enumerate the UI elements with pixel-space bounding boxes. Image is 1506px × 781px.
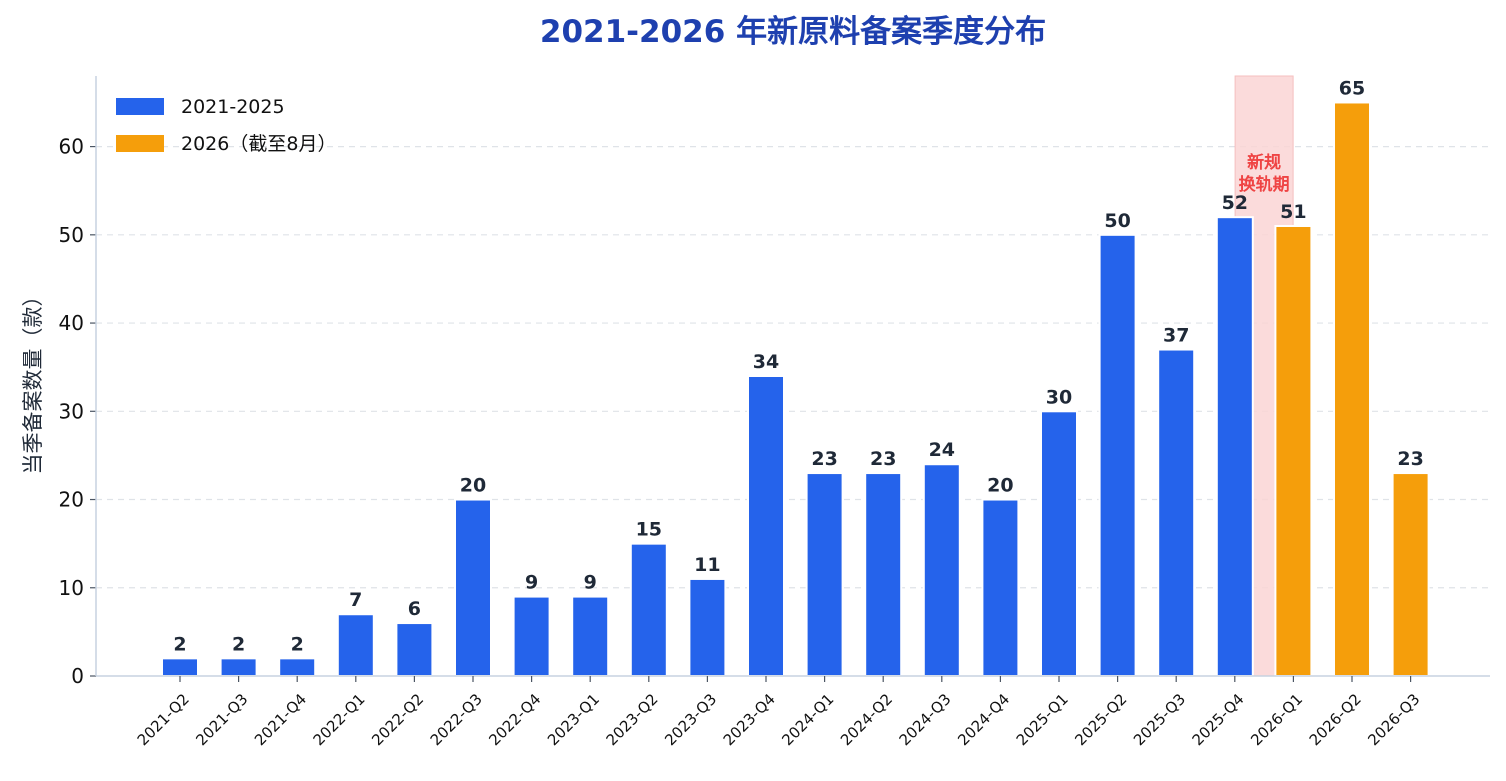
legend-label: 2026（截至8月） bbox=[181, 133, 336, 155]
x-tick-label: 2021-Q3 bbox=[192, 690, 251, 749]
y-tick-label: 20 bbox=[59, 488, 84, 512]
grid-lines bbox=[96, 145, 1490, 589]
value-label: 2 bbox=[291, 633, 304, 655]
bar bbox=[864, 472, 903, 678]
bars bbox=[161, 101, 1430, 678]
value-label: 23 bbox=[811, 448, 837, 470]
value-label: 2 bbox=[232, 633, 245, 655]
value-label: 65 bbox=[1339, 77, 1365, 99]
bar bbox=[629, 542, 668, 677]
value-label: 15 bbox=[636, 519, 662, 541]
value-label: 50 bbox=[1104, 210, 1130, 232]
x-tick-label: 2021-Q2 bbox=[134, 690, 193, 749]
x-tick-label: 2022-Q1 bbox=[310, 690, 369, 749]
y-tick-label: 60 bbox=[59, 135, 84, 159]
bar bbox=[1391, 472, 1430, 678]
x-tick-label: 2023-Q1 bbox=[544, 690, 603, 749]
legend-label: 2021-2025 bbox=[181, 96, 285, 118]
y-tick-label: 40 bbox=[59, 311, 84, 335]
value-label: 7 bbox=[349, 589, 362, 611]
annotation-label: 换轨期 bbox=[1239, 174, 1290, 195]
value-label: 23 bbox=[1397, 448, 1423, 470]
value-label: 11 bbox=[694, 554, 720, 576]
x-tick-label: 2022-Q4 bbox=[485, 690, 544, 749]
value-label: 23 bbox=[870, 448, 896, 470]
x-tick-label: 2023-Q4 bbox=[720, 690, 779, 749]
y-axis-label: 当季备案数量（款） bbox=[21, 286, 45, 475]
legend-swatch bbox=[116, 135, 164, 152]
value-label: 2 bbox=[173, 633, 186, 655]
x-tick-label: 2026-Q3 bbox=[1364, 690, 1423, 749]
value-label: 51 bbox=[1280, 201, 1306, 223]
bar bbox=[805, 472, 844, 678]
bar bbox=[1040, 410, 1078, 677]
bar bbox=[454, 498, 492, 677]
value-label: 9 bbox=[525, 572, 538, 594]
legend-swatch bbox=[116, 98, 164, 115]
y-tick-label: 30 bbox=[59, 399, 84, 423]
x-tick-label: 2025-Q1 bbox=[1013, 690, 1072, 749]
value-label: 30 bbox=[1046, 386, 1072, 408]
bar bbox=[1157, 348, 1196, 677]
x-tick-label: 2025-Q3 bbox=[1130, 690, 1189, 749]
value-labels: 2 2 2 7 6 20 9 9 15 11 34 23 23 24 20 30 50 37 52 51 65 23 bbox=[173, 77, 1423, 655]
value-label: 9 bbox=[584, 572, 597, 594]
x-tick-label: 2026-Q1 bbox=[1247, 690, 1306, 749]
bar bbox=[395, 622, 434, 678]
annotation-label: 新规 bbox=[1247, 152, 1281, 173]
value-label: 34 bbox=[753, 351, 779, 373]
bar bbox=[336, 613, 375, 677]
chart-title: 2021-2026 年新原料备案季度分布 bbox=[540, 14, 1046, 50]
x-tick-label: 2022-Q2 bbox=[368, 690, 427, 749]
value-label: 20 bbox=[987, 475, 1013, 497]
bar bbox=[922, 463, 961, 677]
x-tick-label: 2025-Q4 bbox=[1189, 690, 1248, 749]
bar bbox=[278, 657, 317, 678]
bar bbox=[1098, 233, 1137, 678]
bar bbox=[688, 577, 727, 677]
value-label: 52 bbox=[1222, 192, 1248, 214]
x-tick-label: 2023-Q3 bbox=[661, 690, 720, 749]
y-tick-label: 0 bbox=[71, 664, 84, 688]
x-tick-label: 2024-Q1 bbox=[778, 690, 837, 749]
bar bbox=[512, 595, 551, 678]
bar bbox=[981, 498, 1020, 677]
x-tick-label: 2026-Q2 bbox=[1306, 690, 1365, 749]
bar bbox=[747, 375, 785, 677]
bar bbox=[1215, 216, 1254, 677]
y-tick-label: 10 bbox=[59, 576, 84, 600]
x-tick-label: 2023-Q2 bbox=[603, 690, 662, 749]
y-tick-label: 50 bbox=[59, 223, 84, 247]
x-tick-label: 2024-Q3 bbox=[896, 690, 955, 749]
value-label: 24 bbox=[929, 439, 955, 461]
bar bbox=[161, 657, 199, 678]
x-tick-label: 2021-Q4 bbox=[251, 690, 310, 749]
x-tick-label: 2024-Q2 bbox=[837, 690, 896, 749]
x-tick-label: 2022-Q3 bbox=[427, 690, 486, 749]
x-tick-label: 2025-Q2 bbox=[1071, 690, 1130, 749]
value-label: 6 bbox=[408, 598, 421, 620]
x-tick-label: 2024-Q4 bbox=[954, 690, 1013, 749]
bar bbox=[1274, 225, 1313, 677]
legend: 2021-2025 2026（截至8月） bbox=[116, 96, 336, 155]
bar bbox=[1333, 101, 1371, 678]
bar bbox=[219, 657, 258, 678]
value-label: 37 bbox=[1163, 325, 1189, 347]
value-label: 20 bbox=[460, 475, 486, 497]
bar bbox=[571, 595, 610, 678]
